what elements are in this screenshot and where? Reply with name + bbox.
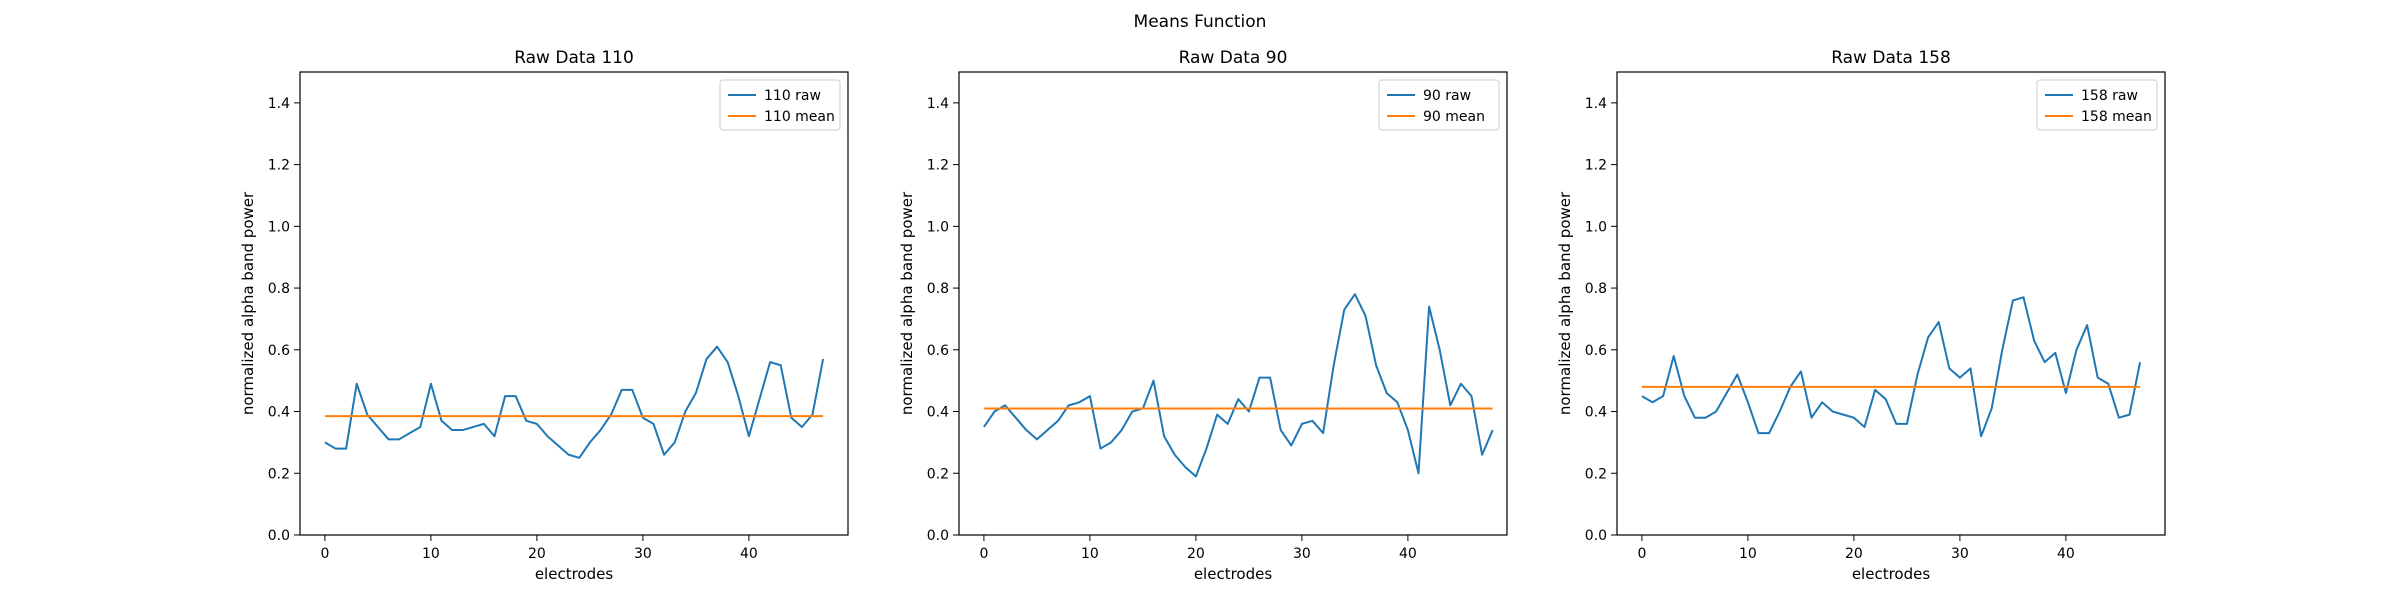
legend-label: 158 raw	[2081, 88, 2138, 104]
raw-series-line	[1641, 296, 2142, 438]
y-tick-label: 0.8	[927, 281, 949, 297]
y-tick-label: 0.6	[927, 343, 949, 359]
x-axis-label: electrodes	[1852, 565, 1931, 583]
legend-label: 90 mean	[1423, 109, 1485, 125]
y-tick-label: 1.4	[927, 96, 949, 112]
x-tick-label: 10	[1081, 546, 1099, 562]
x-tick-label: 40	[1399, 546, 1417, 562]
y-tick-label: 1.4	[268, 96, 290, 112]
x-tick-label: 0	[320, 546, 329, 562]
legend: 90 raw 90 mean	[1378, 79, 1500, 131]
y-tick-label: 0.2	[268, 466, 290, 482]
y-tick-label: 1.2	[927, 158, 949, 174]
subplot-title: Raw Data 90	[1179, 48, 1288, 68]
x-tick-label: 0	[979, 546, 988, 562]
figure-title: Means Function	[1134, 12, 1267, 32]
x-tick-label: 0	[1637, 546, 1646, 562]
subplot-1: Raw Data 110 0 10 20 30 40 0.0 0.2 0.4 0.6 0.8 1.0 1…	[239, 48, 849, 583]
x-axis-label: electrodes	[1194, 565, 1273, 583]
raw-series-line	[983, 293, 1494, 478]
x-axis-label: electrodes	[535, 565, 614, 583]
x-tick-label: 30	[1293, 546, 1311, 562]
x-tick-label: 20	[528, 546, 546, 562]
y-tick-label: 0.4	[1585, 405, 1607, 421]
legend-box	[719, 79, 841, 131]
y-axis-label: normalized alpha band power	[239, 191, 257, 415]
axes-frame	[1616, 71, 2166, 536]
y-tick-label: 0.8	[268, 281, 290, 297]
y-axis-label: normalized alpha band power	[1556, 191, 1574, 415]
legend-label: 110 raw	[764, 88, 821, 104]
legend-label: 90 raw	[1423, 88, 1471, 104]
axes-frame	[299, 71, 849, 536]
subplot-title: Raw Data 110	[514, 48, 634, 68]
legend-label: 158 mean	[2081, 109, 2152, 125]
legend: 110 raw 110 mean	[719, 79, 841, 131]
subplot-2: Raw Data 90 0 10 20 30 40 0.0 0.2 0.4 0.6 0.8 1.0 1.…	[898, 48, 1508, 583]
axes-frame	[958, 71, 1508, 536]
y-tick-label: 1.4	[1585, 96, 1607, 112]
y-tick-label: 1.0	[1585, 219, 1607, 235]
y-tick-label: 0.0	[268, 528, 290, 544]
y-tick-label: 0.0	[1585, 528, 1607, 544]
y-tick-label: 0.6	[268, 343, 290, 359]
legend-box	[1378, 79, 1500, 131]
x-tick-label: 10	[422, 546, 440, 562]
y-tick-label: 1.0	[268, 219, 290, 235]
y-tick-label: 0.8	[1585, 281, 1607, 297]
legend: 158 raw 158 mean	[2036, 79, 2158, 131]
subplots: Raw Data 110 0 10 20 30 40 0.0 0.2 0.4 0.6 0.8 1.0 1…	[239, 48, 2166, 583]
y-tick-label: 0.4	[927, 405, 949, 421]
legend-box	[2036, 79, 2158, 131]
y-tick-label: 1.2	[268, 158, 290, 174]
x-tick-label: 20	[1187, 546, 1205, 562]
x-tick-label: 30	[634, 546, 652, 562]
y-tick-label: 0.2	[927, 466, 949, 482]
x-tick-label: 30	[1951, 546, 1969, 562]
x-tick-label: 10	[1739, 546, 1757, 562]
raw-series-line	[324, 345, 825, 459]
y-axis-label: normalized alpha band power	[898, 191, 916, 415]
subplot-title: Raw Data 158	[1831, 48, 1951, 68]
x-tick-label: 40	[740, 546, 758, 562]
subplot-3: Raw Data 158 0 10 20 30 40 0.0 0.2 0.4 0.6 0.8 1.0 1…	[1556, 48, 2166, 583]
legend-label: 110 mean	[764, 109, 835, 125]
y-tick-label: 0.2	[1585, 466, 1607, 482]
y-tick-label: 1.0	[927, 219, 949, 235]
y-tick-label: 0.6	[1585, 343, 1607, 359]
y-tick-label: 1.2	[1585, 158, 1607, 174]
x-tick-label: 40	[2057, 546, 2075, 562]
y-tick-label: 0.0	[927, 528, 949, 544]
y-tick-label: 0.4	[268, 405, 290, 421]
x-tick-label: 20	[1845, 546, 1863, 562]
